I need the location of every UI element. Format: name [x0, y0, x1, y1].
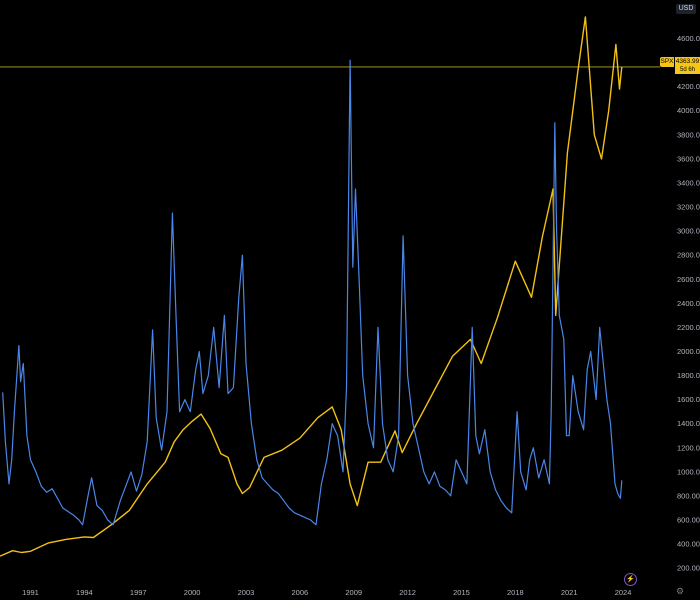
y-tick-label: 4600.00	[677, 34, 700, 43]
y-tick-label: 1600.00	[677, 395, 700, 404]
y-tick-label: 1400.00	[677, 419, 700, 428]
x-tick-label: 2018	[507, 588, 524, 597]
time-axis: 1991 1994 1997 2000 2003 2006 2009 2012 2015 2018…	[22, 588, 631, 597]
gear-icon[interactable]: ⚙	[676, 586, 685, 596]
y-tick-label: 2400.00	[677, 299, 700, 308]
y-tick-label: 2000.00	[677, 347, 700, 356]
y-tick-label: 1200.00	[677, 443, 700, 452]
y-tick-label: 2800.00	[677, 251, 700, 260]
x-tick-label: 1994	[76, 588, 93, 597]
x-tick-label: 2006	[292, 588, 309, 597]
lightning-icon[interactable]: ⚡	[624, 573, 637, 586]
x-tick-label: 2021	[561, 588, 578, 597]
y-tick-label: 3800.00	[677, 130, 700, 139]
y-tick-label: 800.00	[677, 491, 700, 500]
currency-label[interactable]: USD	[676, 4, 696, 14]
price-tag-countdown: 5d 6h	[675, 66, 700, 74]
x-tick-label: 2000	[184, 588, 201, 597]
price-tag-value: 4363.99	[675, 57, 700, 67]
spx-series-line	[0, 16, 623, 557]
x-tick-label: 2009	[345, 588, 362, 597]
y-tick-label: 400.00	[677, 540, 700, 549]
blue-series-line	[2, 59, 623, 526]
price-tag-symbol: SPX	[660, 57, 674, 67]
x-tick-label: 2003	[238, 588, 255, 597]
y-tick-label: 200.00	[677, 564, 700, 573]
x-tick-label: 1997	[130, 588, 147, 597]
y-tick-label: 3600.00	[677, 154, 700, 163]
x-tick-label: 2012	[399, 588, 416, 597]
x-tick-label: 2015	[453, 588, 470, 597]
x-tick-label: 1991	[22, 588, 39, 597]
y-tick-label: 3400.00	[677, 178, 700, 187]
y-tick-label: 3000.00	[677, 227, 700, 236]
y-tick-label: 4000.00	[677, 106, 700, 115]
y-tick-label: 2600.00	[677, 275, 700, 284]
y-tick-label: 600.00	[677, 516, 700, 525]
x-tick-label: 2024	[615, 588, 632, 597]
y-tick-label: 3200.00	[677, 203, 700, 212]
y-tick-label: 1000.00	[677, 467, 700, 476]
y-tick-label: 2200.00	[677, 323, 700, 332]
y-tick-label: 4200.00	[677, 82, 700, 91]
y-tick-label: 1800.00	[677, 371, 700, 380]
price-axis: 200.00 400.00 600.00 800.00 1000.00 1200.00 14…	[677, 34, 700, 573]
series-layer	[0, 16, 623, 557]
